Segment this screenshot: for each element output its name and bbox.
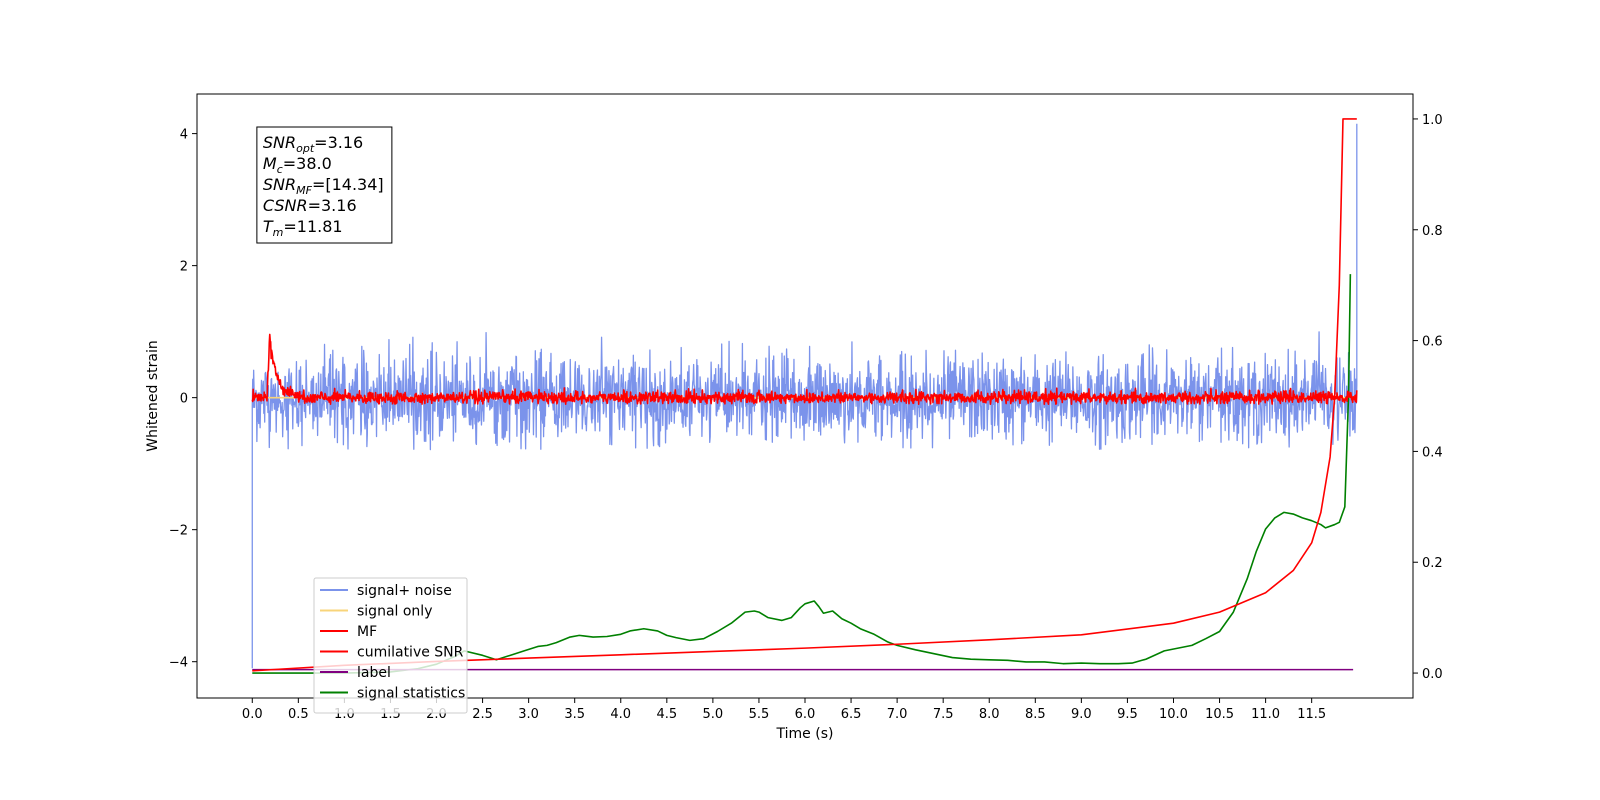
y-tick-label: 2 [180,260,188,275]
y2-tick-label: 0.4 [1422,445,1443,460]
x-tick-label: 9.0 [1071,707,1092,722]
y2-tick-label: 1.0 [1422,113,1443,128]
x-tick-label: 10.0 [1159,707,1188,722]
y-tick-label: −2 [169,524,188,539]
legend-frame [313,577,468,714]
y2-tick-label: 0.2 [1422,556,1443,571]
y-axis-left: −4 −2 0 2 4 [169,128,197,671]
y-tick-label: 4 [180,128,188,143]
x-tick-label: 0.0 [242,707,263,722]
x-axis-title: Time (s) [776,726,834,742]
x-tick-label: 5.0 [703,707,724,722]
x-tick-label: 4.0 [610,707,631,722]
info-box-frame [256,126,393,244]
x-tick-label: 7.5 [933,707,954,722]
y2-tick-label: 0.8 [1422,224,1443,239]
x-tick-label: 10.5 [1205,707,1234,722]
info-box-entry: Tm=11.81 [263,217,343,239]
x-tick-label: 8.0 [979,707,1000,722]
x-tick-label: 7.0 [887,707,908,722]
mf-line [251,333,1358,406]
x-tick-label: 3.0 [518,707,539,722]
signal-statistics-line [252,274,1352,674]
info-box-entry: SNRMF=[14.34] [263,175,384,197]
x-tick-label: 4.5 [656,707,677,722]
x-tick-label: 6.0 [795,707,816,722]
x-tick-label: 5.5 [749,707,770,722]
info-box: SNRopt=3.16Mc=38.0SNRMF=[14.34]CSNR=3.16… [256,126,393,244]
info-box-entry: SNRopt=3.16 [263,133,363,155]
y-tick-label: −4 [169,656,188,671]
x-tick-label: 11.0 [1251,707,1280,722]
y2-tick-label: 0.0 [1422,667,1443,682]
x-tick-label: 9.5 [1117,707,1138,722]
legend-label: cumilative SNR [357,645,464,661]
x-tick-label: 11.5 [1297,707,1326,722]
x-tick-label: 8.5 [1025,707,1046,722]
signal-noise-line [251,123,1358,669]
y-axis-right: 0.0 0.2 0.4 0.6 0.8 1.0 [1413,113,1443,682]
info-box-entry: CSNR=3.16 [263,196,357,215]
x-tick-label: 2.5 [472,707,493,722]
cumilative-snr-line [252,118,1357,672]
y2-tick-label: 0.6 [1422,335,1443,350]
y-axis-title: Whitened strain [145,340,161,451]
legend-label: MF [357,624,377,640]
legend-label: signal only [357,604,432,620]
x-tick-label: 6.5 [841,707,862,722]
y-tick-label: 0 [180,392,188,407]
legend-label: signal+ noise [357,583,452,599]
x-tick-label: 0.5 [288,707,309,722]
legend: signal+ noise signal only MF cumilative SNR… [313,577,468,714]
x-tick-label: 3.5 [564,707,585,722]
legend-label: signal statistics [357,686,465,702]
info-box-entry: Mc=38.0 [263,154,332,176]
legend-label: label [357,665,391,681]
